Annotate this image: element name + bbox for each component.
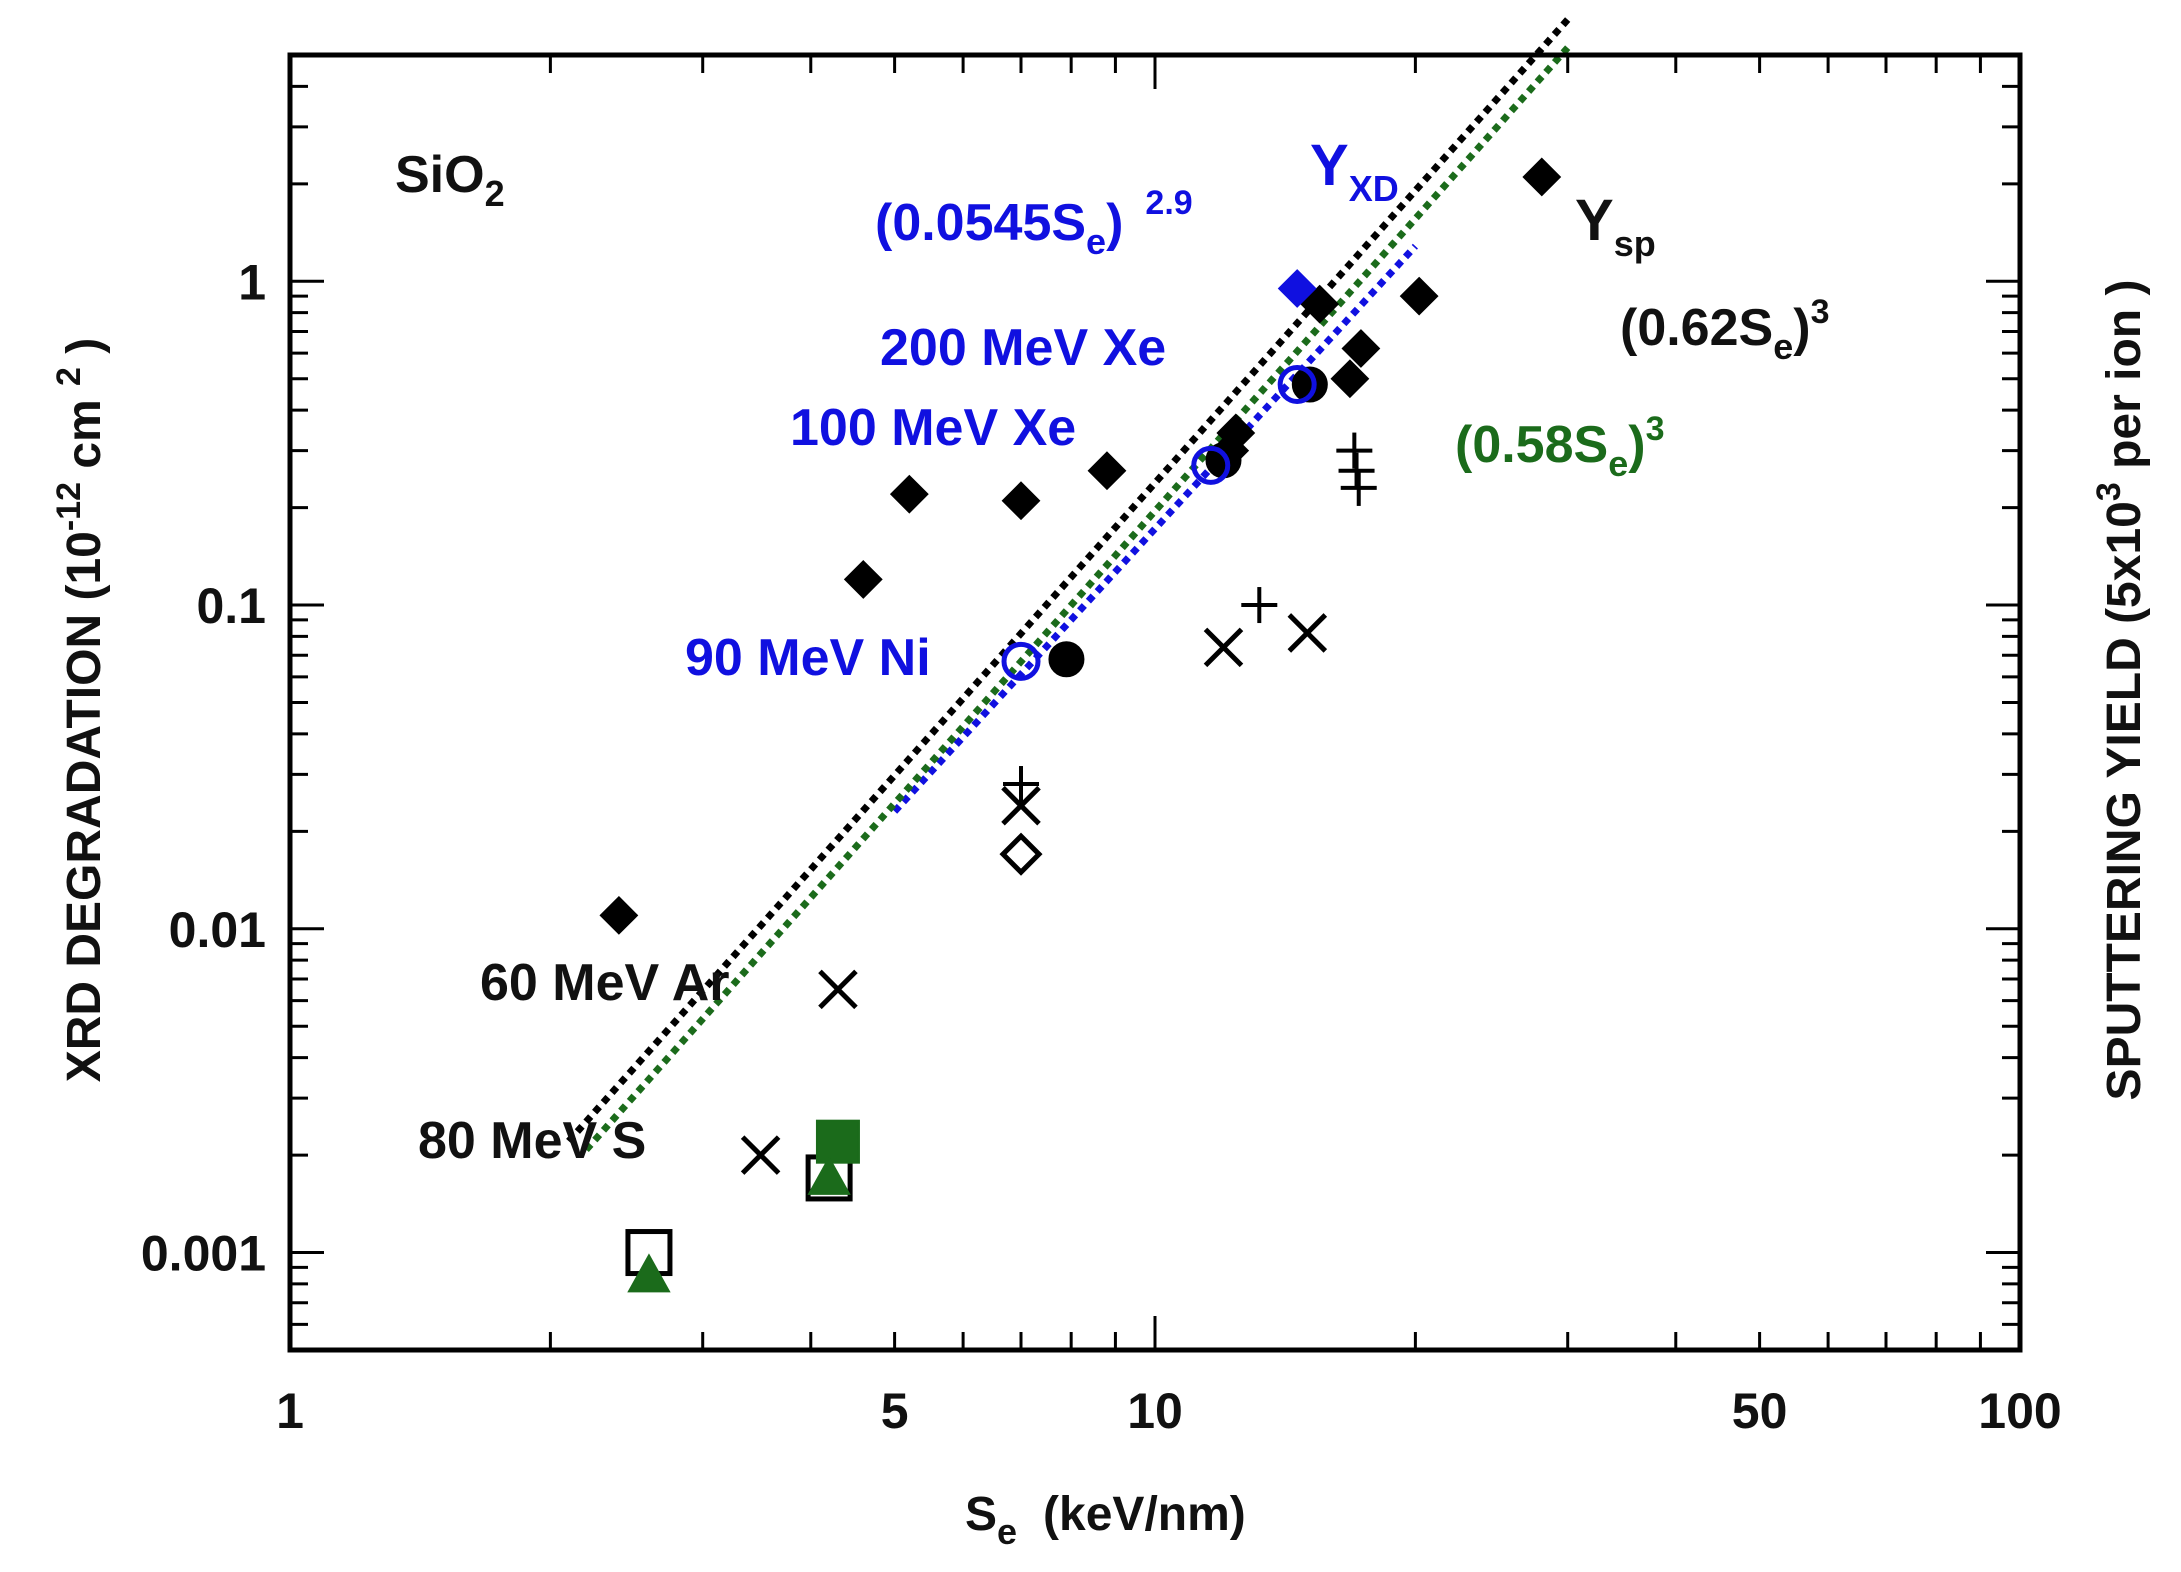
marker-plus-black bbox=[1336, 432, 1373, 469]
fit-line-blue bbox=[892, 243, 1418, 814]
marker-circle-blue bbox=[1191, 445, 1231, 485]
y-tick-label: 1 bbox=[238, 254, 266, 310]
marker-diamond-black bbox=[1087, 451, 1127, 491]
material-label: SiO2 bbox=[395, 146, 505, 214]
green-fit-label: (0.58Se)3 bbox=[1455, 410, 1665, 484]
x-tick-label: 5 bbox=[881, 1383, 909, 1439]
y-axis-label-right: SPUTTERING YIELD (5x103 per ion ) bbox=[2090, 280, 2151, 1101]
ysp-label: Ysp bbox=[1575, 188, 1656, 264]
ni90-label: 90 MeV Ni bbox=[685, 629, 931, 687]
marker-diamond-black bbox=[1330, 359, 1370, 399]
marker-plus-black bbox=[1340, 469, 1377, 506]
yxd-label: YXD bbox=[1310, 133, 1399, 209]
x-axis-label: Se (keV/nm) bbox=[965, 1488, 1246, 1552]
x-stroke bbox=[1287, 613, 1328, 653]
x-stroke bbox=[740, 1135, 781, 1175]
blue-fit-label: (0.0545Se) 2.9 bbox=[875, 184, 1193, 262]
x-stroke bbox=[818, 969, 858, 1010]
marker-x-black bbox=[1001, 785, 1041, 826]
x-stroke bbox=[1203, 627, 1244, 668]
marker-circle-black bbox=[1291, 366, 1328, 403]
marker-diamond-blue bbox=[1277, 269, 1317, 308]
marker-circle-blue bbox=[1277, 364, 1317, 404]
x-tick-label: 100 bbox=[1978, 1383, 2061, 1439]
marker-triangle-green bbox=[807, 1155, 851, 1195]
marker-diamond-black bbox=[1399, 276, 1439, 316]
marker-diamond-black bbox=[843, 559, 883, 599]
marker-diamond-black bbox=[599, 895, 639, 935]
x-stroke bbox=[1001, 785, 1041, 826]
marker-plus-black bbox=[1003, 766, 1040, 803]
marker-x-black bbox=[740, 1135, 781, 1175]
ar60-label: 60 MeV Ar bbox=[480, 954, 730, 1012]
marker-circle-blue bbox=[1001, 641, 1041, 681]
marker-diamond-black bbox=[999, 832, 1043, 876]
marker-x-black bbox=[818, 969, 858, 1010]
marker-diamond-black bbox=[889, 474, 929, 514]
xe100-label: 100 MeV Xe bbox=[790, 399, 1076, 457]
marker-plus-black bbox=[1241, 587, 1278, 624]
plot-frame bbox=[287, 52, 2023, 1353]
x-tick-label: 50 bbox=[1732, 1383, 1788, 1439]
fit-line-black bbox=[566, 17, 1571, 1144]
marker-x-black bbox=[1287, 613, 1328, 653]
y-axis-label-left: XRD DEGRADATION (10-12 cm 2 ) bbox=[50, 338, 111, 1083]
marker-circle-black bbox=[1048, 641, 1085, 678]
marker-triangle-green bbox=[627, 1253, 671, 1293]
y-tick-label: 0.001 bbox=[141, 1226, 266, 1282]
marker-diamond-black bbox=[1341, 329, 1381, 368]
marker-plus-black bbox=[1338, 452, 1375, 489]
x-tick-label: 10 bbox=[1127, 1383, 1183, 1439]
axis-ticks bbox=[288, 53, 2020, 1352]
data-markers bbox=[599, 157, 1562, 1293]
marker-diamond-black bbox=[1522, 157, 1562, 197]
marker-x-black bbox=[1203, 627, 1244, 668]
marker-diamond-black bbox=[1001, 481, 1041, 521]
y-tick-label: 0.01 bbox=[169, 902, 266, 958]
black-fit-label: (0.62Se)3 bbox=[1620, 293, 1830, 367]
s80-label: 80 MeV S bbox=[418, 1112, 646, 1170]
x-tick-label: 1 bbox=[276, 1383, 304, 1439]
marker-diamond-black bbox=[1300, 284, 1340, 324]
y-tick-label: 0.1 bbox=[196, 578, 266, 634]
xe200-label: 200 MeV Xe bbox=[880, 319, 1166, 377]
marker-square-green bbox=[815, 1119, 860, 1164]
fit-lines bbox=[566, 17, 1571, 1153]
plot-area bbox=[290, 55, 2020, 1350]
tick-labels: 1 5 10 50 100 0.001 0.01 0.1 1 bbox=[141, 254, 2062, 1439]
